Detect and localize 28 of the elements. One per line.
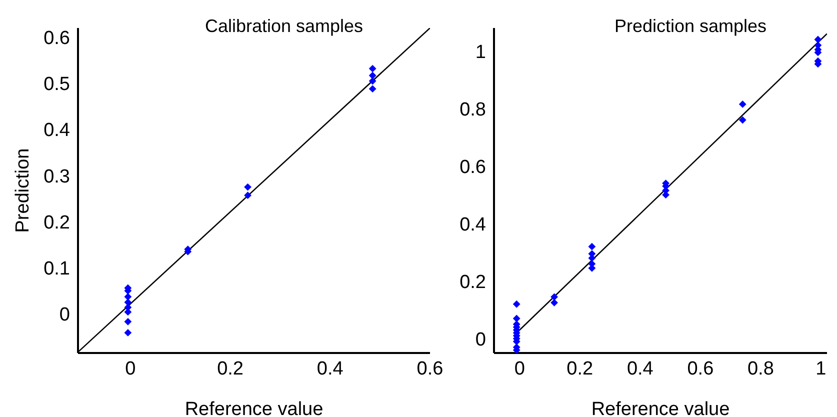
x-axis-title: Reference value	[591, 399, 730, 417]
x-axis-title: Reference value	[184, 399, 324, 417]
y-tick-label: 0.4	[460, 214, 486, 236]
chart-title: Calibration samples	[204, 16, 364, 37]
chart-title: Prediction samples	[613, 16, 768, 37]
y-tick-label: 0.2	[44, 212, 70, 234]
x-tick-label: 0.2	[217, 358, 244, 380]
x-tick-label: 0.2	[566, 358, 594, 380]
x-tick-label: 0.6	[416, 358, 444, 380]
y-tick-label: 0.5	[44, 74, 70, 96]
y-tick-label: 0.4	[44, 120, 70, 142]
x-tick-label: 1	[816, 358, 826, 380]
y-tick-label: 0.6	[460, 156, 486, 178]
y-tick-label: 0.2	[460, 272, 486, 293]
y-axis-title: Prediction	[12, 148, 34, 233]
x-tick-label: 0.6	[687, 358, 714, 380]
x-tick-label: 0	[514, 358, 525, 380]
y-tick-label: 0.3	[44, 166, 70, 188]
y-tick-label: 1	[475, 42, 486, 63]
x-tick-label: 0.8	[747, 358, 774, 380]
y-tick-label: 0.1	[44, 258, 70, 280]
y-tick-label: 0.6	[44, 28, 70, 49]
y-tick-label: 0	[59, 304, 70, 326]
y-tick-label: 0.8	[460, 99, 486, 120]
y-tick-label: 0	[475, 329, 486, 350]
x-tick-label: 0.4	[626, 358, 654, 380]
x-tick-label: 0.4	[316, 358, 344, 380]
x-tick-label: 0	[125, 358, 136, 380]
